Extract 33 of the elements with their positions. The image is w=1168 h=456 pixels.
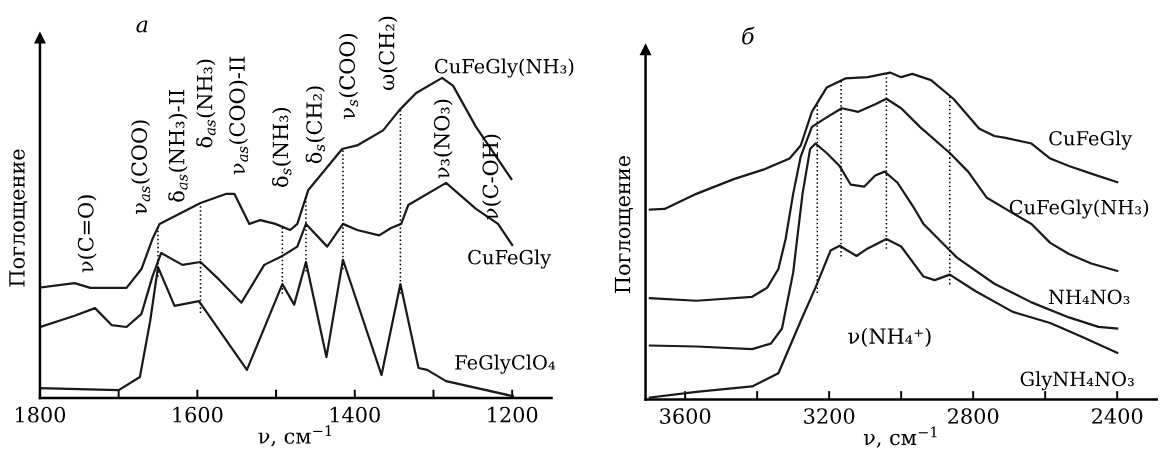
annotation: ν(NH₄⁺) <box>848 327 931 347</box>
annotation: ν₃(NO₃) <box>433 99 453 179</box>
ref-line-label: δ$_{as}$(NH₃) <box>196 59 216 148</box>
x-tick-label: 1400 <box>330 406 380 423</box>
ref-line-label: ν$_{s}$(COO) <box>338 34 359 119</box>
chart-title: а <box>136 20 148 33</box>
ref-line-label: δ$_{s}$(CH₂) <box>305 86 326 164</box>
x-tick-label: 3200 <box>804 408 855 424</box>
series-label: CuFeGly(NH₃) <box>1009 199 1149 219</box>
x-tick-label: 2800 <box>948 408 999 424</box>
series-label: GlyNH₄NO₃ <box>1020 371 1134 391</box>
y-axis-title: Поглощение <box>614 156 633 294</box>
series-label: CuFeGly(NH₃) <box>434 58 574 78</box>
ref-line-label: ν$_{as}$(COO) <box>130 120 151 214</box>
series-label: FeGlyClO₄ <box>455 354 556 374</box>
ref-line-label: ω(CH₂) <box>378 16 398 90</box>
ref-line-label: δ$_{s}$(NH₃) <box>272 107 292 188</box>
series-label: CuFeGly <box>468 249 552 269</box>
x-tick-label: 2400 <box>1092 408 1143 424</box>
x-axis-title: ν, см$^{−1}$ <box>863 426 937 448</box>
annotation: δ$_{as}$(NH₃)-II <box>168 90 188 202</box>
x-tick-label: 1800 <box>15 406 66 423</box>
series-label: CuFeGly <box>1049 130 1133 150</box>
chart-title: б <box>742 26 755 45</box>
x-tick-label: 3600 <box>660 408 711 424</box>
y-axis-title: Поглощение <box>9 149 28 287</box>
x-axis-title: ν, см$^{−1}$ <box>258 425 332 447</box>
x-tick-label: 1200 <box>488 406 538 423</box>
series-label: NH₄NO₃ <box>1048 289 1130 305</box>
annotation: ν(C-OH) <box>482 134 502 220</box>
x-tick-label: 1600 <box>173 406 223 423</box>
annotation: ν$_{as}$(COO)-II <box>228 56 249 175</box>
annotation: ν(C=O) <box>77 195 97 273</box>
